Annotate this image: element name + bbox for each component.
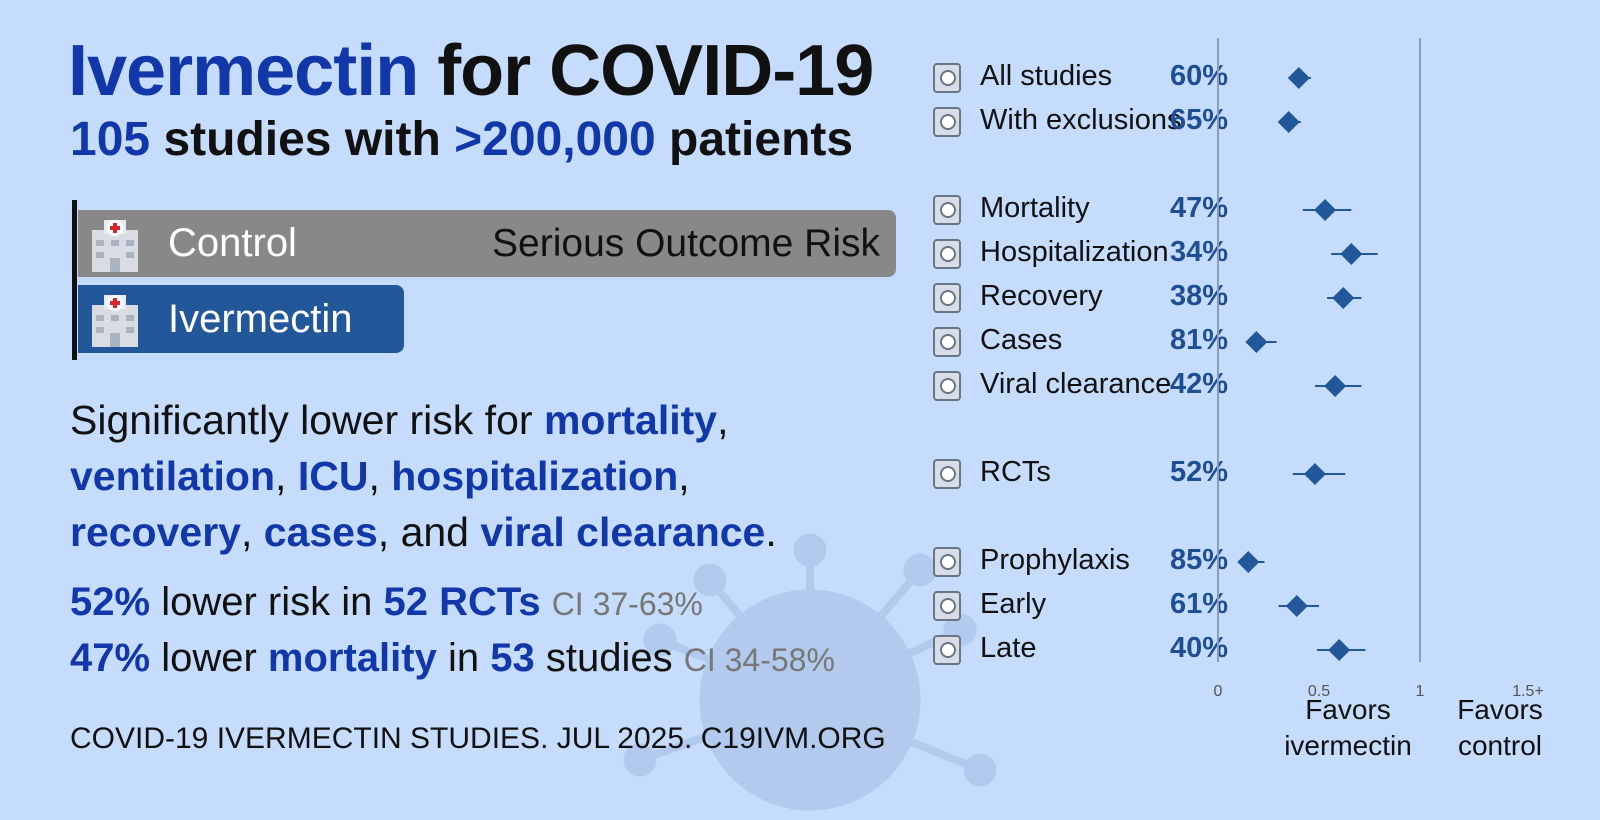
x-tick-label: 0.5 bbox=[1308, 683, 1330, 700]
stat-text: lower bbox=[161, 636, 257, 680]
row-label: Viral clearance bbox=[980, 368, 1172, 400]
subtitle-patients-text: patients bbox=[669, 113, 854, 166]
x-tick-label: 1 bbox=[1416, 683, 1425, 700]
ivermectin-label: Ivermectin bbox=[168, 296, 353, 341]
risk-axis-line bbox=[72, 200, 77, 360]
row-label: Early bbox=[980, 588, 1047, 620]
summary-term: viral clearance bbox=[480, 509, 766, 555]
summary-term: hospitalization bbox=[391, 453, 679, 499]
patient-count: >200,000 bbox=[454, 113, 656, 166]
row-label: RCTs bbox=[980, 456, 1051, 488]
row-label: All studies bbox=[980, 60, 1113, 92]
study-count: 105 bbox=[70, 113, 151, 166]
mortality-stat: 47% lower mortality in 53 studies CI 34-… bbox=[70, 636, 835, 681]
page-title: Ivermectin for COVID-19 bbox=[68, 30, 874, 112]
footer-source: COVID-19 IVERMECTIN STUDIES. JUL 2025. C… bbox=[70, 722, 886, 755]
document-search-icon bbox=[930, 60, 966, 96]
effect-diamond bbox=[1332, 287, 1355, 309]
row-label: Cases bbox=[980, 324, 1063, 356]
stat-count: 53 bbox=[490, 636, 535, 680]
row-label: Recovery bbox=[980, 280, 1103, 312]
x-tick-label: 0 bbox=[1214, 683, 1223, 700]
hospital-bed-icon bbox=[930, 632, 966, 668]
summary-term: recovery bbox=[70, 509, 241, 555]
effect-diamond bbox=[1277, 111, 1300, 133]
stat-ci: CI 34-58% bbox=[683, 642, 835, 678]
rct-icon bbox=[930, 456, 966, 492]
tombstone-icon bbox=[930, 192, 966, 228]
effect-diamond bbox=[1324, 375, 1347, 397]
stat-pct: 47% bbox=[70, 636, 151, 680]
shield-icon bbox=[930, 544, 966, 580]
summary-term: cases bbox=[263, 509, 378, 555]
effect-diamond bbox=[1303, 463, 1326, 485]
title-rest: for COVID-19 bbox=[437, 31, 874, 111]
clock-icon bbox=[930, 588, 966, 624]
hospital-icon bbox=[92, 295, 138, 347]
forest-axis: 0 0.5 1 1.5+ bbox=[1214, 38, 1544, 700]
summary-term: ICU bbox=[297, 453, 369, 499]
x-tick-label: 1.5+ bbox=[1512, 683, 1544, 700]
serious-outcome-risk-label: Serious Outcome Risk bbox=[492, 221, 880, 265]
forest-plot: 0 0.5 1 1.5+ bbox=[1214, 38, 1544, 700]
stat-keyword: mortality bbox=[267, 636, 437, 680]
summary-text: Significantly lower risk for mortality, … bbox=[70, 397, 777, 555]
ivermectin-risk-bar: Ivermectin bbox=[78, 285, 404, 353]
hospital-icon bbox=[92, 219, 138, 272]
effect-diamond bbox=[1328, 639, 1351, 661]
control-label: Control bbox=[168, 221, 297, 265]
subtitle: 105 studies with >200,000 patients bbox=[70, 112, 853, 167]
stat-text: lower risk in bbox=[161, 580, 373, 624]
stat-ci: CI 37-63% bbox=[551, 586, 703, 622]
document-search-icon bbox=[930, 104, 966, 140]
effect-diamond bbox=[1237, 551, 1260, 573]
stat-text: studies bbox=[545, 636, 673, 680]
stat-count: 52 RCTs bbox=[383, 580, 541, 624]
row-label: Prophylaxis bbox=[980, 544, 1130, 576]
row-label: Hospitalization bbox=[980, 236, 1169, 268]
effect-diamond bbox=[1287, 67, 1310, 89]
effect-diamond bbox=[1285, 595, 1308, 617]
summary-term: ventilation bbox=[70, 453, 276, 499]
effect-diamond bbox=[1340, 243, 1363, 265]
row-label: With exclusions bbox=[980, 104, 1182, 136]
row-label: Late bbox=[980, 632, 1037, 664]
virus-icon bbox=[930, 368, 966, 404]
title-drug: Ivermectin bbox=[68, 31, 419, 111]
summary-conjunction: and bbox=[400, 509, 469, 555]
favors-ivermectin-label: Favors ivermectin bbox=[1284, 694, 1412, 761]
effect-diamond bbox=[1245, 331, 1268, 353]
recovery-icon bbox=[930, 280, 966, 316]
virus-background-illustration bbox=[623, 533, 997, 811]
effect-diamond bbox=[1314, 199, 1337, 221]
stat-pct: 52% bbox=[70, 580, 151, 624]
control-risk-bar: Control Serious Outcome Risk bbox=[78, 210, 896, 277]
row-label: Mortality bbox=[980, 192, 1090, 224]
hospital-icon bbox=[930, 236, 966, 272]
rct-stat: 52% lower risk in 52 RCTs CI 37-63% bbox=[70, 580, 703, 625]
subtitle-studies-text: studies with bbox=[163, 113, 441, 166]
summary-term: mortality bbox=[543, 397, 718, 443]
masked-person-icon bbox=[930, 324, 966, 360]
summary-lead: Significantly lower risk for bbox=[70, 397, 533, 443]
stat-text: in bbox=[447, 636, 480, 680]
forest-marks bbox=[1237, 67, 1378, 661]
favors-control-label: Favors control bbox=[1457, 694, 1543, 761]
